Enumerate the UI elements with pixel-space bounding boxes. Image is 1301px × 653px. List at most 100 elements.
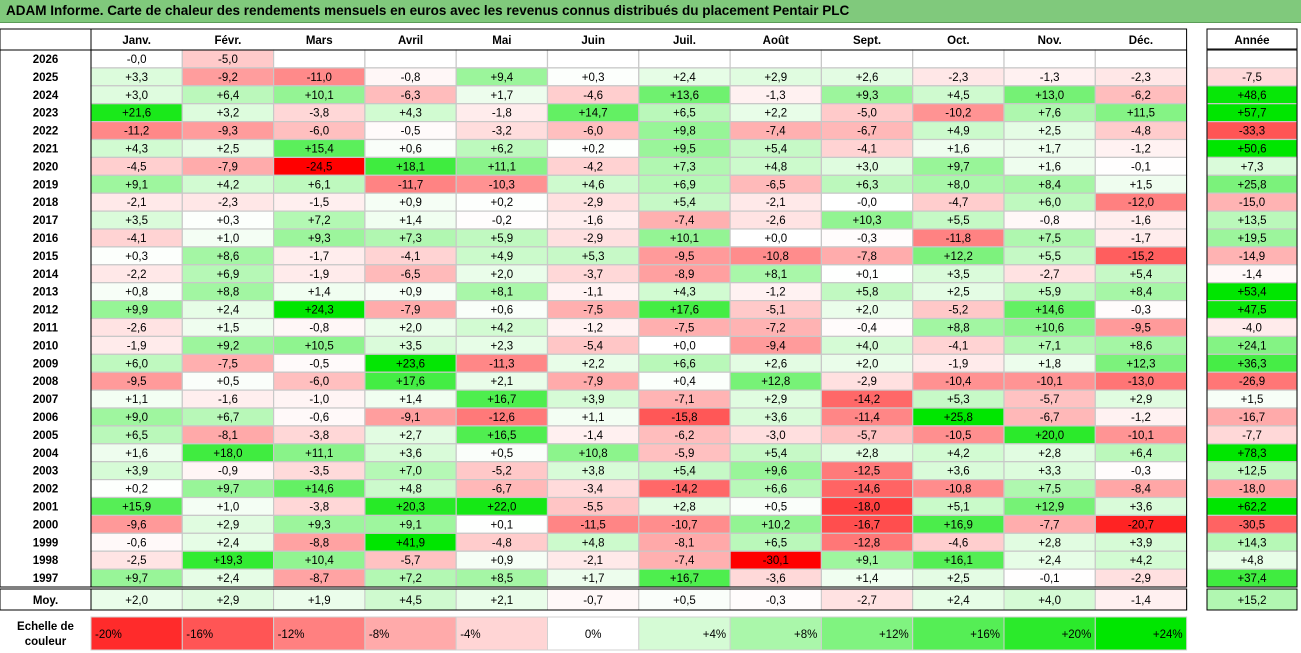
cell-value: -1,0	[309, 394, 329, 406]
cell-value: +7,2	[308, 215, 331, 227]
year-label: 2017	[33, 215, 59, 227]
cell-value: +1,4	[399, 215, 422, 227]
cell-value: +1,1	[125, 394, 148, 406]
cell-value: +0,2	[582, 144, 605, 156]
annual-value: +4,8	[1241, 555, 1264, 567]
cell-value: -8,1	[218, 430, 238, 442]
cell-value: -12,8	[854, 537, 880, 549]
annual-header-cell	[1206, 28, 1298, 50]
cell-value: -1,4	[583, 430, 603, 442]
annual-value: +1,5	[1241, 394, 1264, 406]
cell-value: -7,9	[583, 376, 603, 388]
cell-value: +20,3	[396, 502, 425, 514]
color-scale-tick: -4%	[460, 629, 480, 641]
cell-value: +1,7	[1038, 144, 1061, 156]
cell-value: +16,7	[487, 394, 516, 406]
cell-value: +7,5	[1038, 484, 1061, 496]
cell-value: +6,1	[308, 179, 331, 191]
table-border	[0, 28, 1188, 588]
cell-value: +11,1	[488, 161, 516, 173]
average-value: +2,4	[947, 595, 970, 607]
cell-value: -5,7	[401, 555, 421, 567]
cell-value: -7,8	[857, 251, 877, 263]
cell-value: +15,4	[305, 144, 335, 156]
cell-value: +9,9	[125, 305, 148, 317]
cell-value: +4,2	[1130, 555, 1153, 567]
cell-value: +5,5	[1038, 251, 1061, 263]
cell-value: +0,3	[217, 215, 240, 227]
cell-value: +7,6	[1038, 108, 1061, 120]
cell-value: +12,2	[944, 251, 973, 263]
cell-value: -0,3	[1131, 466, 1151, 478]
cell-value: +2,8	[856, 448, 879, 460]
cell-value: +0,8	[125, 287, 148, 299]
color-scale-swatch	[1003, 616, 1096, 651]
cell-value: +3,3	[125, 72, 148, 84]
cell-value: -3,5	[309, 466, 329, 478]
cell-value: -4,1	[127, 233, 147, 245]
cell-value: -7,7	[1040, 519, 1060, 531]
cell-value: +2,6	[764, 358, 787, 370]
average-value: +0,5	[673, 595, 696, 607]
cell-value: +4,3	[399, 108, 422, 120]
heatmap-cell	[638, 49, 731, 69]
cell-value: +14,6	[1035, 305, 1064, 317]
cell-value: +4,9	[947, 126, 970, 138]
color-scale-tick: +4%	[703, 629, 726, 641]
cell-value: -3,2	[492, 126, 512, 138]
cell-value: -9,5	[127, 376, 147, 388]
cell-value: -0,1	[1040, 573, 1060, 585]
cell-value: -6,3	[401, 90, 421, 102]
cell-value: +41,9	[396, 537, 425, 549]
cell-value: -1,2	[1131, 412, 1151, 424]
year-label: 2013	[33, 287, 59, 299]
cell-value: -8,4	[1131, 484, 1151, 496]
annual-value: +25,8	[1237, 179, 1266, 191]
cell-value: +1,4	[399, 394, 422, 406]
cell-value: -10,5	[945, 430, 971, 442]
cell-value: -1,2	[766, 287, 786, 299]
annual-cell	[1206, 49, 1298, 69]
cell-value: +5,9	[490, 233, 513, 245]
cell-value: +8,5	[490, 573, 513, 585]
cell-value: -10,2	[945, 108, 971, 120]
cell-value: +8,1	[764, 269, 787, 281]
cell-value: -5,4	[583, 340, 603, 352]
cell-value: +8,0	[947, 179, 970, 191]
cell-value: +4,3	[673, 287, 696, 299]
annual-value: -16,7	[1239, 412, 1265, 424]
cell-value: -11,0	[307, 72, 332, 84]
cell-value: -11,4	[854, 412, 880, 424]
cell-value: -2,2	[127, 269, 147, 281]
cell-value: +2,4	[217, 537, 240, 549]
cell-value: +3,6	[764, 412, 787, 424]
heatmap-cell	[546, 49, 640, 69]
cell-value: +16,1	[944, 555, 973, 567]
cell-value: +8,8	[947, 323, 970, 335]
cell-value: +6,2	[490, 144, 513, 156]
annual-value: +48,6	[1237, 90, 1266, 102]
cell-value: +0,1	[856, 269, 879, 281]
cell-value: -9,2	[218, 72, 238, 84]
cell-value: +6,9	[673, 179, 696, 191]
cell-value: -9,1	[401, 412, 421, 424]
cell-value: -2,9	[583, 197, 603, 209]
color-scale-tick: +12%	[879, 629, 909, 641]
year-label: 1997	[33, 573, 59, 585]
annual-value: +14,3	[1237, 537, 1266, 549]
cell-value: +10,5	[305, 340, 334, 352]
cell-value: +3,5	[947, 269, 970, 281]
cell-value: +9,7	[125, 573, 148, 585]
color-scale-tick: 0%	[585, 629, 602, 641]
cell-value: -1,6	[583, 215, 603, 227]
year-label: 2006	[33, 412, 59, 424]
year-label: 2009	[33, 358, 59, 370]
color-scale-label: couleur	[25, 636, 67, 648]
color-scale-swatch	[273, 616, 366, 651]
cell-value: +9,8	[673, 126, 696, 138]
year-label: 2020	[33, 161, 59, 173]
cell-value: -6,2	[1131, 90, 1151, 102]
cell-value: -1,2	[1131, 144, 1151, 156]
cell-value: -4,1	[857, 144, 877, 156]
